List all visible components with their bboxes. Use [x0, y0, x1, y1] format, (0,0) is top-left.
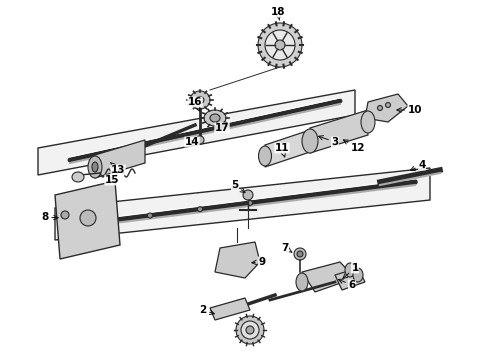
Ellipse shape: [196, 136, 204, 144]
Text: 13: 13: [110, 162, 125, 175]
Ellipse shape: [345, 263, 355, 277]
Ellipse shape: [294, 248, 306, 260]
Ellipse shape: [190, 91, 210, 109]
Text: 14: 14: [185, 137, 199, 147]
Ellipse shape: [353, 268, 363, 282]
Text: 17: 17: [215, 122, 229, 133]
Text: 15: 15: [105, 175, 119, 185]
Ellipse shape: [296, 273, 308, 291]
Ellipse shape: [80, 210, 96, 226]
Polygon shape: [55, 181, 120, 259]
Ellipse shape: [72, 172, 84, 182]
Ellipse shape: [204, 110, 226, 126]
Polygon shape: [210, 298, 250, 320]
Text: 5: 5: [231, 180, 245, 193]
Polygon shape: [302, 262, 355, 292]
Polygon shape: [265, 130, 310, 167]
Text: 16: 16: [188, 97, 202, 111]
Ellipse shape: [246, 326, 254, 334]
Ellipse shape: [236, 316, 264, 344]
Text: 4: 4: [411, 160, 426, 171]
Polygon shape: [38, 90, 355, 175]
Text: 8: 8: [41, 212, 58, 222]
Text: 9: 9: [252, 257, 266, 267]
Polygon shape: [215, 242, 260, 278]
Ellipse shape: [377, 105, 383, 111]
Text: 1: 1: [343, 263, 359, 279]
Ellipse shape: [386, 103, 391, 108]
Ellipse shape: [265, 30, 295, 60]
Text: 18: 18: [271, 7, 285, 20]
Ellipse shape: [92, 162, 98, 172]
Polygon shape: [335, 268, 365, 290]
Ellipse shape: [259, 146, 271, 166]
Polygon shape: [365, 94, 408, 122]
Text: 3: 3: [318, 136, 339, 147]
Text: 6: 6: [339, 279, 356, 290]
Ellipse shape: [361, 111, 375, 133]
Text: 10: 10: [397, 105, 422, 115]
Ellipse shape: [196, 96, 204, 104]
Ellipse shape: [61, 211, 69, 219]
Ellipse shape: [88, 156, 102, 178]
Ellipse shape: [147, 213, 152, 218]
Text: 7: 7: [281, 243, 292, 253]
Ellipse shape: [258, 23, 302, 67]
Text: 11: 11: [275, 143, 289, 157]
Ellipse shape: [297, 251, 303, 257]
Polygon shape: [95, 140, 145, 178]
Polygon shape: [310, 110, 368, 153]
Ellipse shape: [241, 321, 259, 339]
Polygon shape: [55, 168, 430, 240]
Ellipse shape: [247, 201, 252, 205]
Text: 12: 12: [343, 140, 365, 153]
Ellipse shape: [210, 114, 220, 122]
Ellipse shape: [275, 40, 285, 50]
Ellipse shape: [243, 190, 253, 200]
Ellipse shape: [302, 129, 318, 153]
Ellipse shape: [197, 207, 202, 212]
Text: 2: 2: [199, 305, 214, 315]
